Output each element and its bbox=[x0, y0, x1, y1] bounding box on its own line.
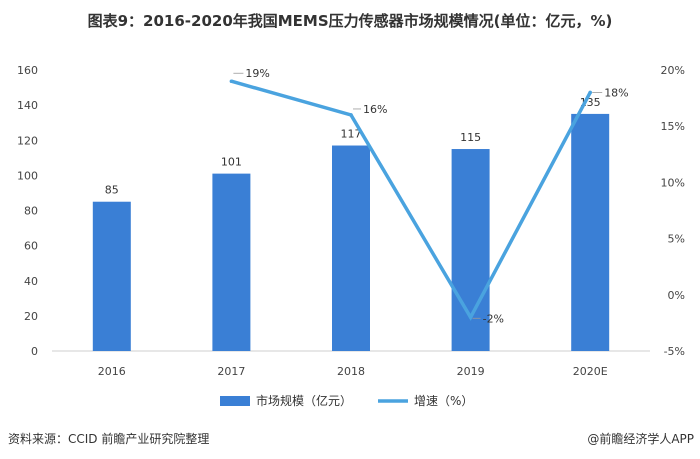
legend-bar-label: 市场规模（亿元） bbox=[256, 393, 352, 408]
bar bbox=[212, 173, 251, 351]
bar bbox=[571, 113, 610, 351]
x-tick-label: 2018 bbox=[337, 365, 365, 378]
footer: 资料来源：CCID 前瞻产业研究院整理 @前瞻经济学人APP bbox=[0, 430, 700, 452]
y-right-tick-label: 0% bbox=[668, 289, 685, 302]
y-left-tick-label: 80 bbox=[24, 205, 38, 218]
chart-title: 图表9：2016-2020年我国MEMS压力传感器市场规模情况(单位：亿元，%) bbox=[87, 12, 613, 30]
y-left-tick-label: 120 bbox=[17, 134, 38, 147]
line-point bbox=[349, 113, 353, 117]
y-left-tick-label: 40 bbox=[24, 275, 38, 288]
y-right-tick-label: 5% bbox=[668, 233, 685, 246]
legend: 市场规模（亿元） 增速（%） bbox=[220, 393, 473, 408]
x-tick-label: 2017 bbox=[217, 365, 245, 378]
legend-line-label: 增速（%） bbox=[414, 394, 473, 408]
y-left-tick-label: 0 bbox=[31, 345, 38, 358]
x-tick-label: 2020E bbox=[573, 365, 608, 378]
bar bbox=[92, 201, 131, 351]
source-note: 资料来源：CCID 前瞻产业研究院整理 bbox=[8, 432, 210, 446]
y-right-tick-label: 15% bbox=[661, 120, 685, 133]
x-axis: 2016 2017 2018 2019 2020E bbox=[98, 365, 608, 378]
bar-data-label: 85 bbox=[105, 184, 119, 197]
bar bbox=[332, 145, 370, 351]
y-left-tick-label: 100 bbox=[17, 169, 38, 182]
x-tick-label: 2019 bbox=[457, 365, 485, 378]
brand-credit: @前瞻经济学人APP bbox=[587, 432, 694, 446]
bar-data-label: 117 bbox=[341, 128, 362, 141]
y-axis-right: -5% 0% 5% 10% 15% 20% bbox=[661, 64, 685, 358]
bar-data-label: 115 bbox=[460, 131, 481, 144]
line-point bbox=[229, 79, 234, 84]
line-data-label: 19% bbox=[245, 67, 269, 80]
x-tick-label: 2016 bbox=[98, 365, 126, 378]
y-left-tick-label: 160 bbox=[17, 64, 38, 77]
line-data-label: -2% bbox=[483, 312, 504, 325]
line-data-label: 18% bbox=[604, 86, 628, 99]
bar-data-label: 101 bbox=[221, 156, 242, 169]
y-right-tick-label: -5% bbox=[664, 345, 685, 358]
y-left-tick-label: 20 bbox=[24, 310, 38, 323]
y-left-tick-label: 60 bbox=[24, 240, 38, 253]
y-axis-left: 0 20 40 60 80 100 120 140 160 bbox=[17, 64, 38, 358]
y-right-tick-label: 10% bbox=[661, 176, 685, 189]
line-series: 19% 16% -2% 18% bbox=[229, 67, 629, 325]
line-data-label: 16% bbox=[363, 103, 387, 116]
growth-line bbox=[230, 79, 592, 321]
line-point bbox=[468, 315, 473, 320]
y-left-tick-label: 140 bbox=[17, 99, 38, 112]
line-point bbox=[588, 90, 592, 95]
y-right-tick-label: 20% bbox=[661, 64, 685, 77]
legend-bar-swatch bbox=[220, 396, 250, 406]
